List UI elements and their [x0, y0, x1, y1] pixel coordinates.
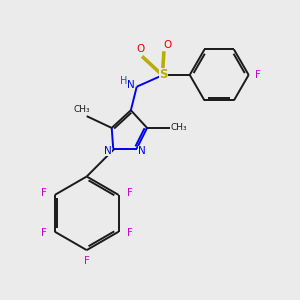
Text: H: H: [120, 76, 127, 86]
Text: N: N: [104, 146, 112, 157]
Text: O: O: [163, 40, 171, 50]
Text: N: N: [138, 146, 146, 157]
Text: N: N: [127, 80, 135, 90]
Text: CH₃: CH₃: [74, 105, 91, 114]
Text: CH₃: CH₃: [170, 123, 187, 132]
Text: F: F: [127, 228, 133, 238]
Text: F: F: [41, 188, 46, 198]
Text: O: O: [136, 44, 144, 54]
Text: F: F: [254, 70, 260, 80]
Text: F: F: [84, 256, 90, 266]
Text: F: F: [127, 188, 133, 198]
Text: F: F: [41, 228, 46, 238]
Text: S: S: [159, 68, 167, 81]
